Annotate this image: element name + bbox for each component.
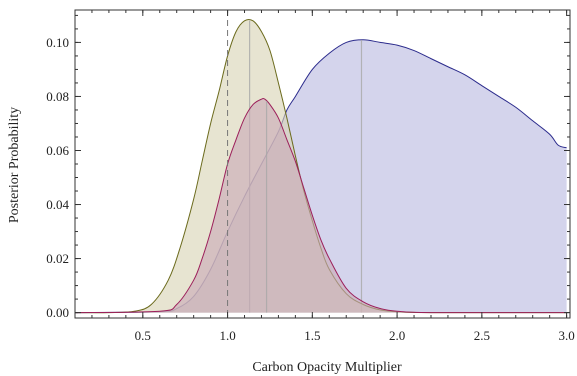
series-2-area bbox=[75, 39, 567, 313]
x-tick-label: 1.5 bbox=[304, 328, 320, 343]
y-tick-label: 0.02 bbox=[46, 251, 69, 266]
y-axis-title: Posterior Probability bbox=[7, 107, 22, 223]
y-tick-label: 0.04 bbox=[46, 197, 69, 212]
series-0-area bbox=[75, 19, 567, 313]
y-tick-label: 0.10 bbox=[46, 35, 69, 50]
series-1-line bbox=[74, 97, 567, 314]
x-tick-label: 2.0 bbox=[389, 328, 405, 343]
axes: 0.5 1.0 1.5 2.0 2.5 3.0 0.00 0.02 0.04 0.06 0.08 0.… bbox=[46, 9, 575, 343]
x-tick-label: 3.0 bbox=[558, 328, 574, 343]
plot-area bbox=[74, 10, 567, 318]
x-tick-label: 0.5 bbox=[135, 328, 151, 343]
y-tick-label: 0.06 bbox=[46, 143, 69, 158]
x-tick-label: 2.5 bbox=[474, 328, 490, 343]
x-axis-title: Carbon Opacity Multiplier bbox=[252, 360, 402, 375]
x-tick-label: 1.0 bbox=[219, 328, 235, 343]
series-1-area bbox=[75, 98, 567, 313]
y-tick-label: 0.00 bbox=[46, 305, 69, 320]
y-tick-label: 0.08 bbox=[46, 89, 69, 104]
